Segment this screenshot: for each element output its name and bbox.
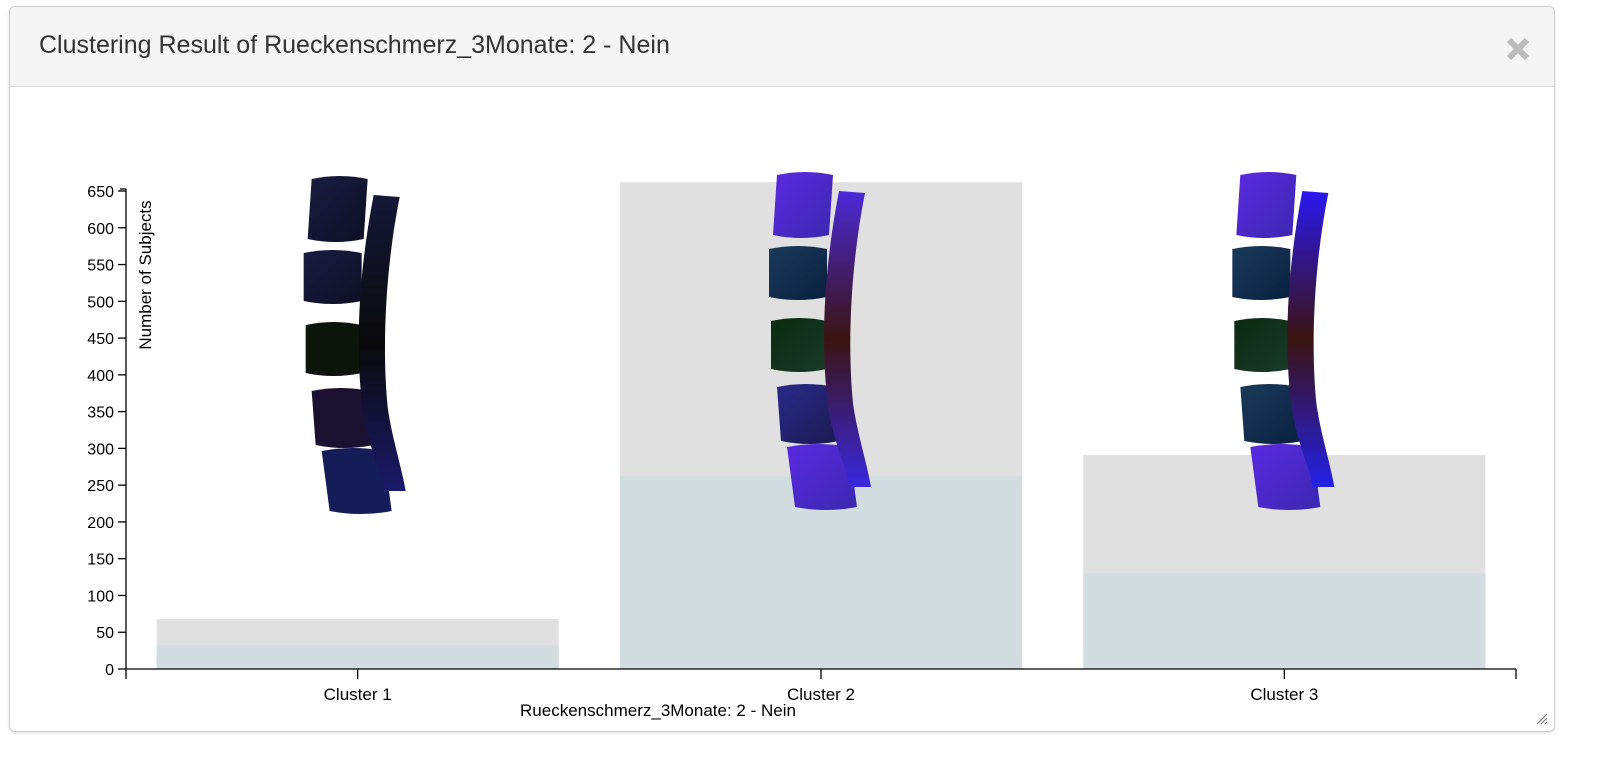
x-tick-label: Cluster 3 [1250,685,1318,704]
spinal-rod [824,191,871,487]
y-tick-label: 500 [87,294,114,311]
bar-subset-cluster-1[interactable] [156,645,559,669]
y-tick-label: 300 [87,441,114,458]
vertebra-3 [1234,318,1291,372]
vertebra-1 [307,176,368,242]
y-tick-label: 550 [87,258,114,275]
vertebra-1 [1236,172,1297,238]
y-tick-label: 250 [87,478,114,495]
vertebra-2 [303,250,362,304]
vertebra-4 [311,388,374,448]
y-tick-label: 600 [87,221,114,238]
y-tick-label: 650 [87,184,114,201]
y-tick-label: 450 [87,331,114,348]
y-axis-label: Number of Subjects [136,200,155,349]
resize-handle-icon[interactable] [1534,711,1548,725]
y-tick-label: 200 [87,515,114,532]
spine-model-cluster-3 [1232,172,1335,510]
spine-model-cluster-1 [303,176,406,514]
y-tick-label: 150 [87,552,114,569]
y-tick-label: 350 [87,405,114,422]
vertebra-5 [787,444,857,510]
x-tick-label: Cluster 2 [787,685,855,704]
dialog-header: Clustering Result of Rueckenschmerz_3Mon… [10,7,1554,87]
bar-subset-cluster-3[interactable] [1083,573,1486,669]
vertebra-4 [777,384,839,444]
clustering-dialog: Clustering Result of Rueckenschmerz_3Mon… [9,6,1555,732]
dialog-title: Clustering Result of Rueckenschmerz_3Mon… [39,31,670,59]
vertebra-3 [771,318,827,372]
spinal-rod [1287,191,1335,487]
vertebra-1 [773,172,833,238]
vertebra-2 [769,246,827,300]
cluster-bar-chart: 0 50 100 150 200 250 300 350 400 450 500 550 600 650 C… [87,172,1517,720]
vertebra-5 [321,448,392,514]
vertebra-3 [305,322,362,376]
spine-model-cluster-2 [769,172,871,510]
vertebra-4 [1240,384,1303,444]
vertebra-2 [1232,246,1291,300]
y-tick-label: 50 [96,625,114,642]
y-tick-label: 100 [87,588,114,605]
close-icon[interactable] [1504,35,1532,63]
spinal-rod [358,195,406,491]
x-tick-label: Cluster 1 [324,685,392,704]
x-axis-label: Rueckenschmerz_3Monate: 2 - Nein [520,701,796,720]
y-tick-label: 400 [87,368,114,385]
vertebra-5 [1250,444,1321,510]
y-tick-label: 0 [105,662,114,679]
